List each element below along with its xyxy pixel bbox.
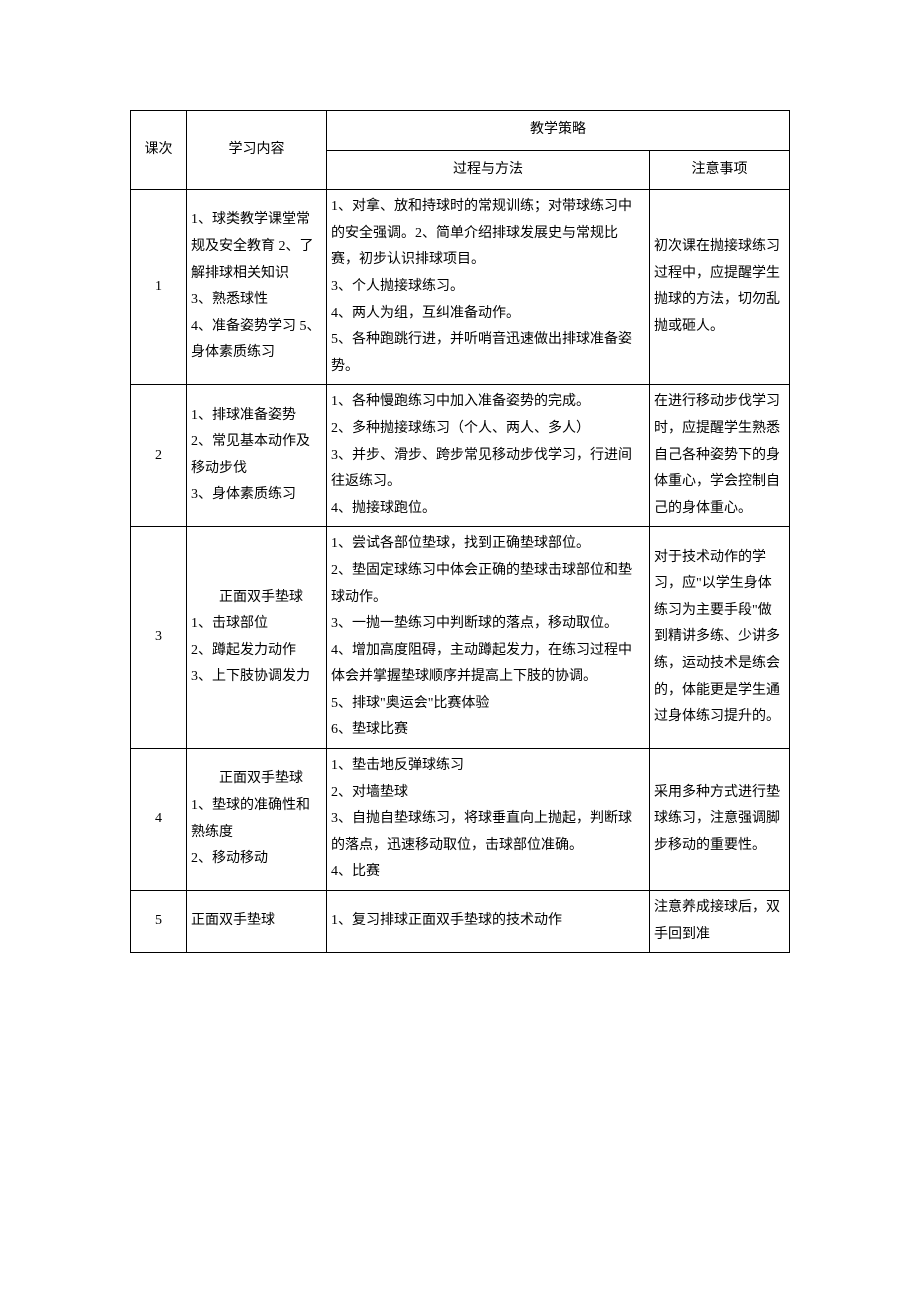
lesson-notes: 在进行移动步伐学习时，应提醒学生熟悉自己各种姿势下的身体重心，学会控制自己的身体… <box>650 385 790 527</box>
table-row: 5 正面双手垫球 1、复习排球正面双手垫球的技术动作 注意养成接球后，双手回到准 <box>131 891 790 953</box>
table-row: 2 1、排球准备姿势2、常见基本动作及移动步伐3、身体素质练习 1、各种慢跑练习… <box>131 385 790 527</box>
lesson-content: 正面双手垫球1、垫球的准确性和熟练度2、移动移动 <box>187 749 327 891</box>
header-strategy: 教学策略 <box>327 111 790 151</box>
lesson-number: 1 <box>131 190 187 385</box>
lesson-plan-table: 课次 学习内容 教学策略 过程与方法 注意事项 1 1、球类教学课堂常规及安全教… <box>130 110 790 953</box>
header-lesson: 课次 <box>131 111 187 190</box>
lesson-number: 2 <box>131 385 187 527</box>
lesson-notes: 初次课在抛接球练习过程中，应提醒学生抛球的方法，切勿乱抛或砸人。 <box>650 190 790 385</box>
lesson-content: 1、球类教学课堂常规及安全教育 2、了解排球相关知识3、熟悉球性4、准备姿势学习… <box>187 190 327 385</box>
lesson-number: 3 <box>131 527 187 749</box>
lesson-method: 1、各种慢跑练习中加入准备姿势的完成。2、多种抛接球练习（个人、两人、多人）3、… <box>327 385 650 527</box>
table-row: 3 正面双手垫球1、击球部位2、蹲起发力动作3、上下肢协调发力 1、尝试各部位垫… <box>131 527 790 749</box>
lesson-content: 正面双手垫球1、击球部位2、蹲起发力动作3、上下肢协调发力 <box>187 527 327 749</box>
header-row-1: 课次 学习内容 教学策略 <box>131 111 790 151</box>
table-row: 1 1、球类教学课堂常规及安全教育 2、了解排球相关知识3、熟悉球性4、准备姿势… <box>131 190 790 385</box>
lesson-number: 5 <box>131 891 187 953</box>
lesson-notes: 注意养成接球后，双手回到准 <box>650 891 790 953</box>
lesson-number: 4 <box>131 749 187 891</box>
lesson-notes: 采用多种方式进行垫球练习，注意强调脚步移动的重要性。 <box>650 749 790 891</box>
lesson-method: 1、复习排球正面双手垫球的技术动作 <box>327 891 650 953</box>
lesson-content: 1、排球准备姿势2、常见基本动作及移动步伐3、身体素质练习 <box>187 385 327 527</box>
lesson-method: 1、垫击地反弹球练习2、对墙垫球3、自抛自垫球练习，将球垂直向上抛起，判断球的落… <box>327 749 650 891</box>
header-method: 过程与方法 <box>327 150 650 190</box>
header-content: 学习内容 <box>187 111 327 190</box>
table-row: 4 正面双手垫球1、垫球的准确性和熟练度2、移动移动 1、垫击地反弹球练习2、对… <box>131 749 790 891</box>
lesson-method: 1、尝试各部位垫球，找到正确垫球部位。2、垫固定球练习中体会正确的垫球击球部位和… <box>327 527 650 749</box>
header-notes: 注意事项 <box>650 150 790 190</box>
lesson-notes: 对于技术动作的学习，应"以学生身体练习为主要手段"做到精讲多练、少讲多练，运动技… <box>650 527 790 749</box>
lesson-content: 正面双手垫球 <box>187 891 327 953</box>
lesson-method: 1、对拿、放和持球时的常规训练；对带球练习中的安全强调。2、简单介绍排球发展史与… <box>327 190 650 385</box>
